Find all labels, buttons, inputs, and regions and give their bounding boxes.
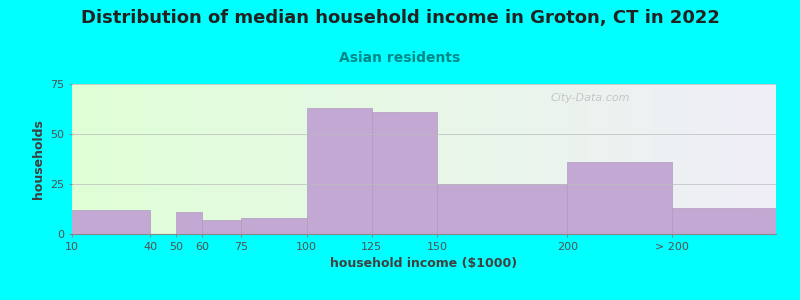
X-axis label: household income ($1000): household income ($1000)	[330, 257, 518, 270]
Bar	[306, 108, 372, 234]
Bar	[242, 218, 306, 234]
Text: Asian residents: Asian residents	[339, 51, 461, 65]
Bar	[372, 112, 437, 234]
Bar	[72, 210, 150, 234]
Text: City-Data.com: City-Data.com	[550, 93, 630, 103]
Bar	[437, 184, 567, 234]
Bar	[672, 208, 776, 234]
Y-axis label: households: households	[32, 119, 45, 199]
Text: Distribution of median household income in Groton, CT in 2022: Distribution of median household income …	[81, 9, 719, 27]
Bar	[202, 220, 242, 234]
Bar	[567, 162, 672, 234]
Bar	[176, 212, 202, 234]
